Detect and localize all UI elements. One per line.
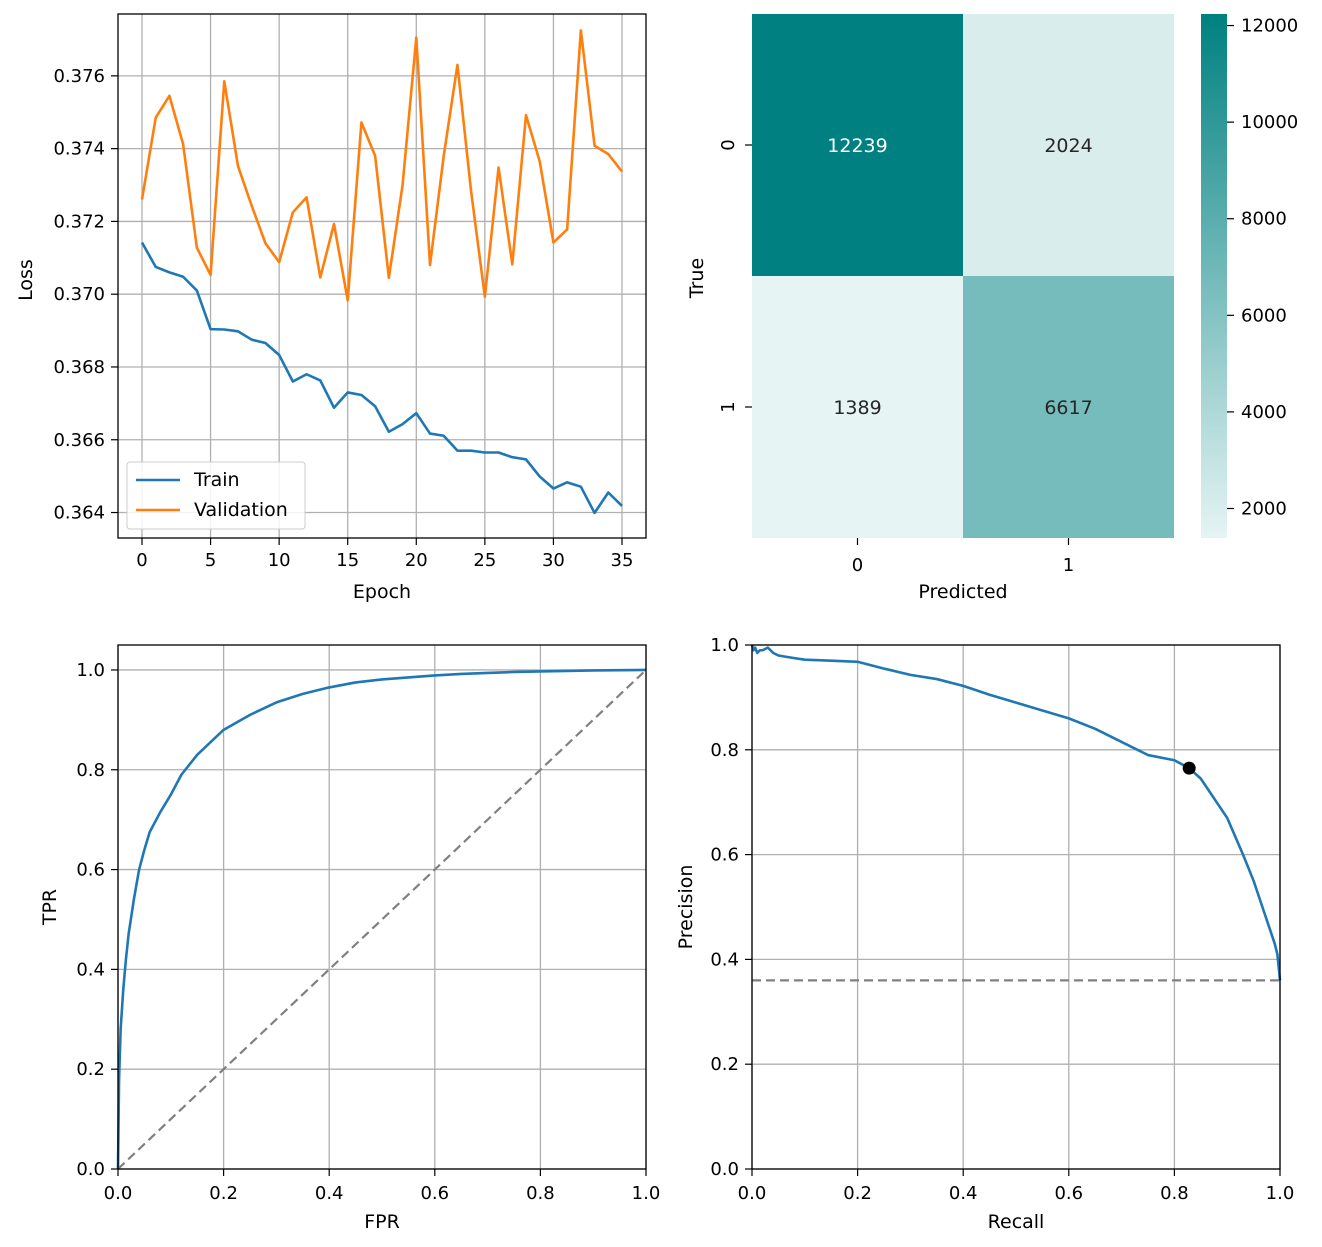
p4-y-tick-label: 0.4 <box>710 949 739 970</box>
loss-y-axis-label: Loss <box>15 259 37 301</box>
p3-y-tick-label: 0.2 <box>76 1059 105 1080</box>
p3-y-tick-label: 1.0 <box>76 660 105 681</box>
colorbar-tick-label: 6000 <box>1241 305 1287 326</box>
loss-y-tick-label: 0.372 <box>53 211 105 232</box>
loss-x-tick-label: 0 <box>136 550 147 571</box>
roc-chart: 0.0 0.2 0.4 0.6 0.8 1.0 0.0 0.2 0.4 0.6 0.8 1.0 FPR… <box>39 644 660 1233</box>
colorbar-tick-label: 12000 <box>1241 16 1298 37</box>
confusion-cell-value: 6617 <box>1044 397 1092 419</box>
validation-loss-line <box>140 29 624 302</box>
confusion-y-axis-label: True <box>686 258 708 299</box>
loss-x-axis-label: Epoch <box>353 581 411 603</box>
legend-label-train: Train <box>193 469 240 491</box>
p4-y-tick-label: 0.0 <box>710 1159 739 1180</box>
colorbar-tick-label: 2000 <box>1241 498 1287 519</box>
pr-ticks: 0.0 0.2 0.4 0.6 0.8 1.0 0.0 0.2 0.4 0.6 0.8 1.0 <box>710 635 1294 1204</box>
p4-x-tick-label: 1.0 <box>1266 1183 1295 1204</box>
pr-plot-frame <box>751 644 1281 1170</box>
confusion-cell-value: 2024 <box>1044 135 1092 157</box>
p4-curve-line <box>750 644 1282 981</box>
confusion-cell <box>963 14 1174 276</box>
confusion-y-tick-label: 1 <box>718 401 739 412</box>
confusion-cell-value: 1389 <box>833 397 881 419</box>
colorbar-tick-label: 8000 <box>1241 209 1287 230</box>
loss-y-tick-label: 0.376 <box>53 66 105 87</box>
confusion-cell <box>752 14 963 276</box>
p3-y-tick-label: 0.0 <box>76 1159 105 1180</box>
precision-recall-chart: 0.0 0.2 0.4 0.6 0.8 1.0 0.0 0.2 0.4 0.6 0.8 1.0 Rec… <box>675 635 1294 1233</box>
loss-x-tick-label: 20 <box>405 550 428 571</box>
colorbar-tick-label: 10000 <box>1241 112 1298 133</box>
roc-x-axis-label: FPR <box>364 1211 400 1233</box>
p4-x-tick-label: 0.4 <box>949 1183 978 1204</box>
pr-series <box>750 644 1282 982</box>
p3-y-tick-label: 0.6 <box>76 860 105 881</box>
confusion-matrix-ticks: 0 1 0 1 <box>718 139 1074 576</box>
loss-y-tick-label: 0.370 <box>53 284 105 305</box>
loss-y-tick-label: 0.374 <box>53 139 105 160</box>
colorbar-tick-label: 4000 <box>1241 402 1287 423</box>
p4-x-tick-label: 0.6 <box>1054 1183 1083 1204</box>
p4-x-tick-label: 0.2 <box>843 1183 872 1204</box>
loss-x-tick-label: 25 <box>473 550 496 571</box>
loss-x-tick-label: 30 <box>542 550 565 571</box>
colorbar <box>1201 14 1227 538</box>
pr-y-axis-label: Precision <box>675 865 697 950</box>
colorbar-ticks: 2000 4000 6000 8000 10000 12000 <box>1227 16 1298 519</box>
loss-y-tick-label: 0.368 <box>53 357 105 378</box>
loss-y-tick-label: 0.364 <box>53 503 105 524</box>
roc-series <box>116 668 647 1170</box>
p3-y-tick-label: 0.4 <box>76 959 105 980</box>
loss-x-tick-label: 10 <box>268 550 291 571</box>
loss-chart: 0 5 10 15 20 25 30 35 0.364 0.366 0.368 0.370 0.372 0… <box>15 13 647 603</box>
p4-y-tick-label: 0.2 <box>710 1054 739 1075</box>
confusion-cell-value: 12239 <box>827 135 887 157</box>
p3-x-tick-label: 0.6 <box>420 1183 449 1204</box>
p4-threshold-point <box>1182 761 1196 775</box>
loss-plot-frame <box>117 13 647 539</box>
p3-baseline-dashed-line <box>117 669 647 1170</box>
p4-y-tick-label: 0.8 <box>710 740 739 761</box>
roc-ticks: 0.0 0.2 0.4 0.6 0.8 1.0 0.0 0.2 0.4 0.6 0.8 1.0 <box>76 660 660 1204</box>
confusion-x-axis-label: Predicted <box>918 581 1007 603</box>
confusion-cell <box>752 276 963 538</box>
p4-x-tick-label: 0.8 <box>1160 1183 1189 1204</box>
confusion-x-tick-label: 1 <box>1063 555 1074 576</box>
legend-label-validation: Validation <box>194 499 288 521</box>
confusion-matrix-cells: 12239 2024 1389 6617 <box>752 14 1174 538</box>
loss-x-tick-label: 35 <box>611 550 634 571</box>
p4-y-tick-label: 0.6 <box>710 845 739 866</box>
loss-legend: Train Validation <box>126 461 306 530</box>
p3-x-tick-label: 0.8 <box>526 1183 555 1204</box>
p3-curve-line <box>116 668 647 1170</box>
p4-x-tick-label: 0.0 <box>738 1183 767 1204</box>
p4-y-tick-label: 1.0 <box>710 635 739 656</box>
loss-x-tick-label: 5 <box>205 550 216 571</box>
confusion-matrix-chart: 12239 2024 1389 6617 0 1 0 1 Predicted True 20… <box>686 14 1298 603</box>
loss-x-tick-label: 15 <box>336 550 359 571</box>
p3-x-tick-label: 0.2 <box>209 1183 238 1204</box>
confusion-cell <box>963 276 1174 538</box>
p3-x-tick-label: 0.0 <box>104 1183 133 1204</box>
loss-ticks: 0 5 10 15 20 25 30 35 0.364 0.366 0.368 0.370 0.372 0… <box>53 66 633 571</box>
roc-y-axis-label: TPR <box>39 889 61 926</box>
p3-x-tick-label: 1.0 <box>632 1183 661 1204</box>
pr-x-axis-label: Recall <box>988 1211 1045 1233</box>
p3-x-tick-label: 0.4 <box>315 1183 344 1204</box>
loss-y-tick-label: 0.366 <box>53 430 105 451</box>
roc-plot-frame <box>117 644 647 1170</box>
train-loss-line <box>140 241 623 515</box>
p3-y-tick-label: 0.8 <box>76 760 105 781</box>
confusion-x-tick-label: 0 <box>852 555 863 576</box>
confusion-y-tick-label: 0 <box>718 139 739 150</box>
loss-series <box>140 29 624 515</box>
